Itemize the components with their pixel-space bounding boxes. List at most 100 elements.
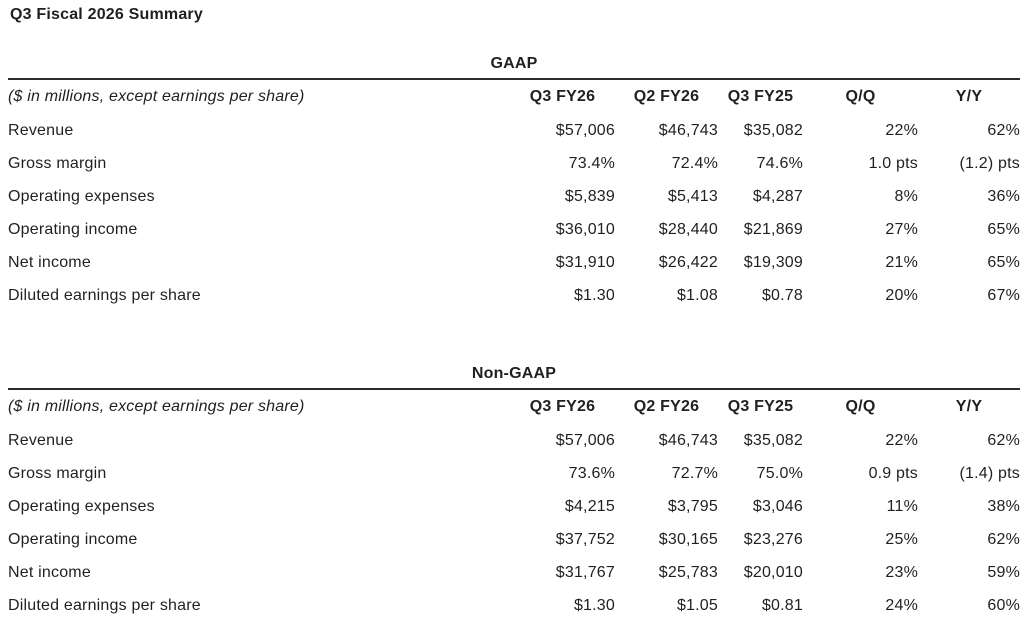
header-row: ($ in millions, except earnings per shar… (8, 80, 1020, 114)
cell-value: $1.30 (573, 286, 615, 304)
table-caption: ($ in millions, except earnings per shar… (8, 398, 305, 415)
column-header: Q2 FY26 (633, 398, 700, 415)
cell-value: 22% (885, 121, 918, 139)
cell-value: 0.9 pts (868, 464, 918, 482)
column-header: Y/Y (955, 88, 983, 105)
cell-value: $19,309 (743, 253, 803, 271)
cell-value: 72.4% (671, 154, 718, 172)
cell-value: $57,006 (555, 121, 615, 139)
cell-value: $36,010 (555, 220, 615, 238)
cell-value: $35,082 (743, 121, 803, 139)
cell-value: $35,082 (743, 431, 803, 449)
row-label: Net income (8, 563, 91, 581)
cell-value: 65% (987, 220, 1020, 238)
cell-value: 38% (987, 497, 1020, 515)
cell-value: 36% (987, 187, 1020, 205)
column-header: Y/Y (955, 398, 983, 415)
cell-value: $26,422 (658, 253, 718, 271)
table-row: Net income $31,767 $25,783 $20,010 23% 59% (8, 556, 1020, 589)
cell-value: $1.08 (676, 286, 718, 304)
table-title: GAAP (8, 55, 1020, 80)
cell-value: $1.05 (676, 596, 718, 614)
cell-value: 1.0 pts (868, 154, 918, 172)
row-label: Net income (8, 253, 91, 271)
cell-value: $0.78 (761, 286, 803, 304)
column-header: Q/Q (845, 398, 876, 415)
row-label: Gross margin (8, 464, 107, 482)
tables-container: GAAP ($ in millions, except earnings per … (8, 55, 1020, 622)
cell-value: $31,910 (555, 253, 615, 271)
cell-value: 67% (987, 286, 1020, 304)
page-title: Q3 Fiscal 2026 Summary (10, 6, 203, 23)
cell-value: $21,869 (743, 220, 803, 238)
row-label: Operating expenses (8, 187, 155, 205)
cell-value: 75.0% (756, 464, 803, 482)
cell-value: 60% (987, 596, 1020, 614)
table-caption: ($ in millions, except earnings per shar… (8, 88, 305, 105)
cell-value: 73.4% (568, 154, 615, 172)
row-label: Revenue (8, 121, 74, 139)
cell-value: $30,165 (658, 530, 718, 548)
cell-value: 65% (987, 253, 1020, 271)
row-label: Diluted earnings per share (8, 596, 201, 614)
cell-value: $37,752 (555, 530, 615, 548)
cell-value: 27% (885, 220, 918, 238)
cell-value: $28,440 (658, 220, 718, 238)
cell-value: 25% (885, 530, 918, 548)
cell-value: $0.81 (761, 596, 803, 614)
column-header: Q3 FY26 (529, 88, 596, 105)
cell-value: $1.30 (573, 596, 615, 614)
cell-value: 11% (886, 497, 918, 515)
cell-value: 62% (987, 530, 1020, 548)
row-label: Operating income (8, 530, 138, 548)
cell-value: $5,413 (667, 187, 718, 205)
table-row: Operating income $37,752 $30,165 $23,276 25%… (8, 523, 1020, 556)
column-header: Q2 FY26 (633, 88, 700, 105)
table-title: Non-GAAP (8, 365, 1020, 390)
column-header: Q/Q (845, 88, 876, 105)
row-label: Operating income (8, 220, 138, 238)
table-row: Operating income $36,010 $28,440 $21,869 27%… (8, 213, 1020, 246)
financial-table: ($ in millions, except earnings per shar… (8, 390, 1020, 622)
cell-value: $46,743 (658, 121, 718, 139)
cell-value: (1.2) pts (959, 154, 1020, 172)
gaap-table-section: GAAP ($ in millions, except earnings per … (8, 55, 1020, 312)
row-label: Diluted earnings per share (8, 286, 201, 304)
cell-value: $57,006 (555, 431, 615, 449)
cell-value: (1.4) pts (959, 464, 1020, 482)
table-row: Gross margin 73.6% 72.7% 75.0% 0.9 pts (1.4) … (8, 457, 1020, 490)
cell-value: 20% (885, 286, 918, 304)
table-row: Operating expenses $5,839 $5,413 $4,287 8% 36… (8, 180, 1020, 213)
table-row: Net income $31,910 $26,422 $19,309 21% 65% (8, 246, 1020, 279)
cell-value: $5,839 (564, 187, 615, 205)
column-header: Q3 FY25 (727, 88, 794, 105)
cell-value: 73.6% (568, 464, 615, 482)
cell-value: $4,215 (564, 497, 615, 515)
row-label: Operating expenses (8, 497, 155, 515)
cell-value: 59% (987, 563, 1020, 581)
cell-value: $3,795 (667, 497, 718, 515)
table-row: Revenue $57,006 $46,743 $35,082 22% 62% (8, 114, 1020, 147)
cell-value: $23,276 (743, 530, 803, 548)
cell-value: 22% (885, 431, 918, 449)
table-row: Revenue $57,006 $46,743 $35,082 22% 62% (8, 424, 1020, 457)
table-row: Gross margin 73.4% 72.4% 74.6% 1.0 pts (1.2) … (8, 147, 1020, 180)
cell-value: 62% (987, 121, 1020, 139)
financial-table: ($ in millions, except earnings per shar… (8, 80, 1020, 312)
cell-value: $3,046 (752, 497, 803, 515)
cell-value: 24% (885, 596, 918, 614)
cell-value: 72.7% (671, 464, 718, 482)
cell-value: $31,767 (555, 563, 615, 581)
cell-value: $25,783 (658, 563, 718, 581)
cell-value: 23% (885, 563, 918, 581)
table-row: Operating expenses $4,215 $3,795 $3,046 11% 3… (8, 490, 1020, 523)
non-gaap-table-section: Non-GAAP ($ in millions, except earnings … (8, 365, 1020, 622)
row-label: Gross margin (8, 154, 107, 172)
column-header: Q3 FY25 (727, 398, 794, 415)
column-header: Q3 FY26 (529, 398, 596, 415)
cell-value: $20,010 (743, 563, 803, 581)
cell-value: 8% (894, 187, 918, 205)
table-row: Diluted earnings per share $1.30 $1.05 $0.8… (8, 589, 1020, 622)
table-row: Diluted earnings per share $1.30 $1.08 $0.7… (8, 279, 1020, 312)
